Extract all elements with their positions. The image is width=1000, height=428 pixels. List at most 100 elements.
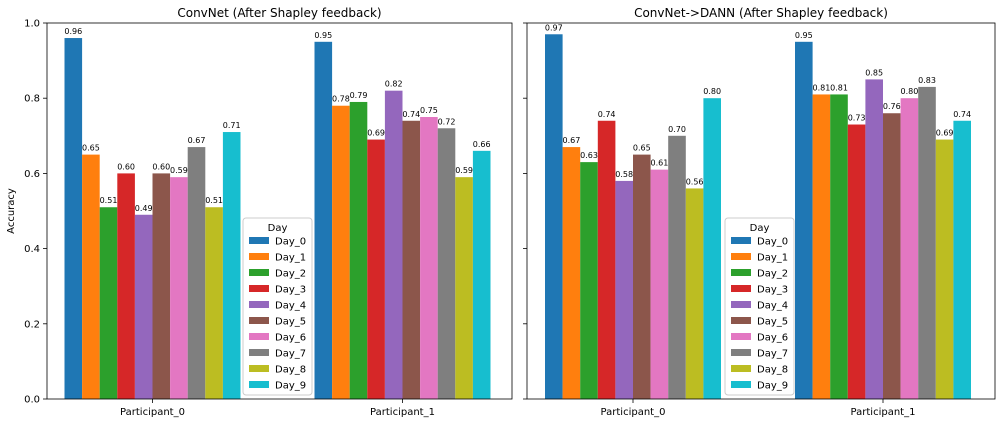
bar-day-1-participant-1 <box>812 94 831 399</box>
legend-entry: Day_7 <box>275 349 306 360</box>
legend-swatch <box>731 349 751 356</box>
data-label: 0.71 <box>223 121 241 130</box>
bar-day-9-participant-0 <box>222 132 241 400</box>
chart-title: ConvNet->DANN (After Shapley feedback) <box>634 6 888 20</box>
bar-day-7-participant-0 <box>668 135 686 400</box>
bar-day-0-participant-1 <box>314 41 333 400</box>
x-tick-label: Participant_0 <box>120 407 185 418</box>
plot-frame <box>526 22 996 400</box>
legend-entry: Day_3 <box>757 285 788 296</box>
x-tick-label: Participant_0 <box>601 407 666 418</box>
legend-entry: Day_1 <box>757 253 788 264</box>
x-tick-label: Participant_1 <box>370 407 435 418</box>
bar-day-6-participant-1 <box>420 117 438 399</box>
data-label: 0.49 <box>135 204 153 213</box>
data-label: 0.97 <box>545 23 563 32</box>
bar-day-7-participant-0 <box>187 147 206 399</box>
bar-day-5-participant-1 <box>402 120 421 399</box>
chart-title: ConvNet (After Shapley feedback) <box>177 6 381 20</box>
legend-entry: Day_6 <box>757 333 788 344</box>
y-tick-label: 1.0 <box>24 19 40 30</box>
bar-day-3-participant-1 <box>367 139 385 399</box>
data-label: 0.82 <box>385 80 403 89</box>
bar-day-6-participant-1 <box>900 98 919 399</box>
legend-swatch <box>249 285 269 292</box>
data-label: 0.58 <box>615 170 633 179</box>
data-label: 0.66 <box>473 140 491 149</box>
legend-entry: Day_0 <box>275 237 306 248</box>
data-label: 0.51 <box>100 196 118 205</box>
bar-day-2-participant-1 <box>349 101 368 400</box>
bar-day-3-participant-0 <box>597 120 616 399</box>
legend-entry: Day_9 <box>275 381 306 392</box>
data-label: 0.51 <box>205 196 223 205</box>
y-axis-label: Accuracy <box>6 188 17 234</box>
bar-day-4-participant-0 <box>615 180 633 399</box>
legend-swatch <box>731 237 751 244</box>
legend-entry: Day_1 <box>275 253 306 264</box>
bar-day-2-participant-1 <box>830 94 848 399</box>
legend-swatch <box>731 301 751 308</box>
legend-title: Day <box>750 223 770 234</box>
data-label: 0.74 <box>598 110 616 119</box>
legend-entry: Day_2 <box>275 269 306 280</box>
legend-entry: Day_5 <box>757 317 788 328</box>
bar-day-9-participant-1 <box>472 150 491 399</box>
data-label: 0.61 <box>650 159 668 168</box>
legend-entry: Day_7 <box>757 349 788 360</box>
legend-entry: Day_6 <box>275 333 306 344</box>
data-label: 0.67 <box>562 136 580 145</box>
legend-swatch <box>731 285 751 292</box>
bar-day-7-participant-1 <box>918 86 936 400</box>
data-label: 0.65 <box>82 144 100 153</box>
legend-entry: Day_5 <box>275 317 306 328</box>
legend-entry: Day_4 <box>757 301 788 312</box>
data-label: 0.80 <box>900 87 918 96</box>
legend-entry: Day_4 <box>275 301 306 312</box>
bar-day-1-participant-0 <box>82 154 100 399</box>
data-label: 0.60 <box>117 162 135 171</box>
bar-day-8-participant-1 <box>455 177 473 399</box>
x-tick-label: Participant_1 <box>851 407 916 418</box>
bar-day-8-participant-0 <box>205 207 223 399</box>
data-label: 0.59 <box>455 166 473 175</box>
bar-day-9-participant-1 <box>953 120 971 399</box>
data-label: 0.70 <box>668 125 686 134</box>
legend-swatch <box>731 381 751 388</box>
legend-swatch <box>731 333 751 340</box>
bar-day-4-participant-1 <box>384 90 403 400</box>
bar-day-8-participant-1 <box>935 139 954 399</box>
data-label: 0.56 <box>686 177 704 186</box>
plot-frame <box>46 22 513 400</box>
legend-title: Day <box>268 223 288 234</box>
data-label: 0.75 <box>420 106 438 115</box>
data-label: 0.74 <box>953 110 971 119</box>
legend-swatch <box>249 333 269 340</box>
legend-swatch <box>731 365 751 372</box>
bar-day-0-participant-0 <box>64 38 83 399</box>
data-label: 0.79 <box>350 91 368 100</box>
legend-swatch <box>731 317 751 324</box>
y-tick-label: 0.0 <box>24 395 40 406</box>
bar-day-4-participant-1 <box>865 79 883 400</box>
y-tick-label: 0.4 <box>24 244 40 255</box>
data-label: 0.95 <box>314 31 332 40</box>
legend-swatch <box>249 381 269 388</box>
bar-day-5-participant-0 <box>152 173 171 399</box>
bar-day-2-participant-0 <box>99 207 118 399</box>
data-label: 0.69 <box>367 129 385 138</box>
y-tick-label: 0.6 <box>24 169 40 180</box>
bar-day-6-participant-0 <box>170 177 188 399</box>
data-label: 0.80 <box>703 87 721 96</box>
legend-entry: Day_9 <box>757 381 788 392</box>
legend-swatch <box>249 301 269 308</box>
y-tick-label: 0.2 <box>24 319 40 330</box>
bar-day-0-participant-1 <box>795 41 813 400</box>
data-label: 0.78 <box>332 95 350 104</box>
bar-day-1-participant-0 <box>562 147 581 399</box>
bar-day-6-participant-0 <box>650 169 669 399</box>
bar-day-8-participant-0 <box>685 188 704 399</box>
data-label: 0.96 <box>64 27 82 36</box>
bar-day-1-participant-1 <box>332 105 350 399</box>
